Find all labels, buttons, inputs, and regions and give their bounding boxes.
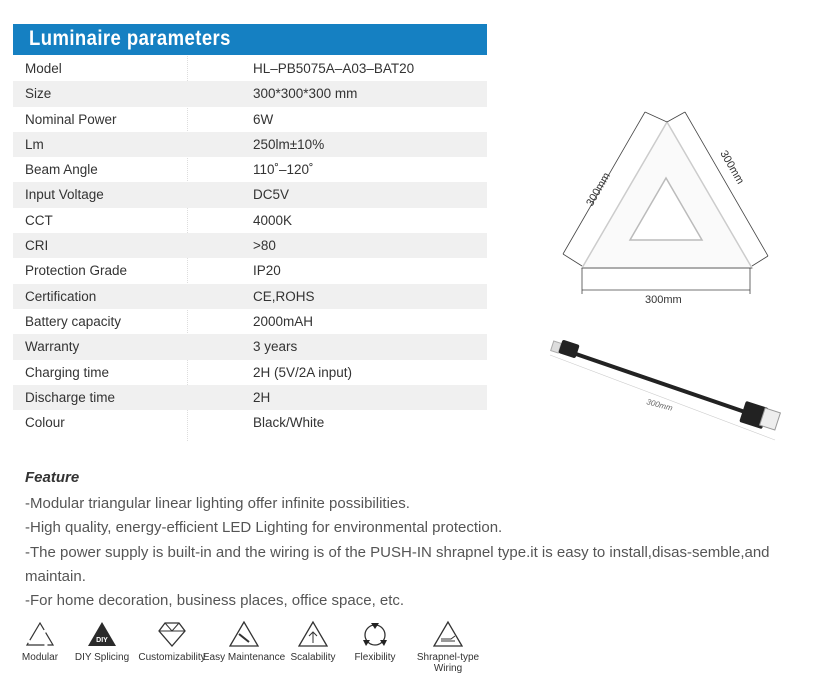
icon-label: Modular [21, 652, 59, 663]
dim-right-label: 300mm [717, 149, 746, 187]
param-label: Nominal Power [25, 111, 117, 127]
param-label: CRI [25, 238, 49, 254]
arrow-up-icon [298, 620, 328, 647]
param-value: 250lm±10% [253, 136, 325, 152]
param-value: 2H [253, 389, 271, 405]
table-row: Model HL–PB5075A–A03–BAT20 [13, 56, 487, 81]
section-header: Luminaire parameters [13, 24, 487, 55]
icon-label: Flexibility [354, 652, 396, 663]
table-row: Lm 250lm±10% [13, 131, 487, 158]
cycle-icon [363, 623, 387, 646]
param-value: IP20 [253, 263, 281, 279]
param-value: 6W [253, 111, 274, 127]
params-table: Model HL–PB5075A–A03–BAT20 Size 300*300*30… [13, 56, 487, 435]
param-label: Battery capacity [25, 313, 122, 329]
feature-icon-maintenance: Easy Maintenance [199, 620, 289, 663]
feature-icon-scalability: Scalability [268, 620, 358, 663]
table-row: Discharge time 2H [13, 384, 487, 411]
icon-label: Shrapnel-type Wiring [416, 652, 480, 674]
feature-icon-customizability: Customizability [127, 620, 217, 663]
wrench-icon [229, 620, 259, 647]
feature-icon-wiring: Shrapnel-type Wiring [403, 620, 493, 674]
param-value: >80 [253, 238, 276, 254]
param-value: 110˚–120˚ [253, 162, 314, 178]
param-label: Protection Grade [25, 263, 128, 279]
feature-icon-modular: Modular [0, 620, 85, 663]
param-value: HL–PB5075A–A03–BAT20 [253, 61, 415, 76]
feature-title: Feature [25, 469, 80, 486]
feature-icon-flexibility: Flexibility [330, 620, 420, 663]
param-value: 4000K [253, 212, 293, 228]
table-row: Input Voltage DC5V [13, 182, 487, 208]
dim-left-label: 300mm [584, 171, 613, 209]
table-row: Size 300*300*300 mm [13, 81, 487, 107]
param-label: Warranty [25, 339, 80, 355]
feature-item: -Modular triangular linear lighting offe… [25, 495, 410, 512]
table-row: CRI >80 [13, 233, 487, 259]
dimension-lines [562, 111, 769, 294]
param-value: CE,ROHS [253, 288, 315, 304]
table-row: Warranty 3 years [13, 334, 487, 360]
param-value: 2000mAH [253, 313, 314, 329]
table-row: Charging time 2H (5V/2A input) [13, 360, 487, 385]
param-label: Discharge time [25, 389, 116, 405]
table-row: CCT 4000K [13, 208, 487, 233]
dim-bottom-label: 300mm [645, 294, 682, 306]
feature-icon-diy: DIY DIY Splicing [57, 620, 147, 663]
param-label: Charging time [25, 364, 110, 380]
diy-icon: DIY [88, 622, 116, 646]
param-label: Colour [25, 415, 65, 431]
param-label: Size [25, 86, 52, 102]
param-label: Input Voltage [25, 187, 104, 203]
section-title: Luminaire parameters [29, 27, 231, 50]
feature-item: -The power supply is built-in and the wi… [25, 543, 770, 585]
diy-badge: DIY [96, 637, 108, 644]
param-value: 3 years [253, 339, 298, 355]
table-row: Nominal Power 6W [13, 107, 487, 132]
param-value: DC5V [253, 187, 290, 203]
table-row: Certification CE,ROHS [13, 283, 487, 309]
icon-label: Easy Maintenance [202, 652, 286, 663]
table-row: Battery capacity 2000mAH [13, 309, 487, 334]
table-row: Beam Angle 110˚–120˚ [13, 157, 487, 182]
feature-list: -Modular triangular linear lighting offe… [25, 492, 785, 613]
param-label: Lm [25, 136, 44, 152]
param-label: Certification [25, 288, 97, 304]
feature-item: -High quality, energy-efficient LED Ligh… [25, 519, 503, 537]
icon-label: Scalability [290, 652, 336, 663]
icon-label: DIY Splicing [74, 652, 130, 663]
cable-length-label: 300mm [645, 397, 673, 413]
param-label: Model [25, 61, 62, 76]
param-value: Black/White [253, 415, 325, 431]
feature-item: -For home decoration, business places, o… [25, 592, 405, 610]
wiring-icon [433, 620, 463, 647]
icon-label: Customizability [138, 652, 206, 663]
modular-icon [25, 621, 55, 646]
table-row: Colour Black/White [13, 410, 487, 435]
usb-cable [549, 340, 782, 441]
param-label: CCT [25, 212, 53, 228]
param-value: 300*300*300 mm [253, 86, 358, 102]
param-value: 2H (5V/2A input) [253, 364, 353, 380]
triangle-luminaire [580, 120, 754, 269]
param-label: Beam Angle [25, 162, 98, 178]
product-diagram: 300mm 300mm 300mm 300mm [549, 111, 782, 441]
diamond-icon [158, 622, 186, 647]
table-row: Protection Grade IP20 [13, 258, 487, 283]
